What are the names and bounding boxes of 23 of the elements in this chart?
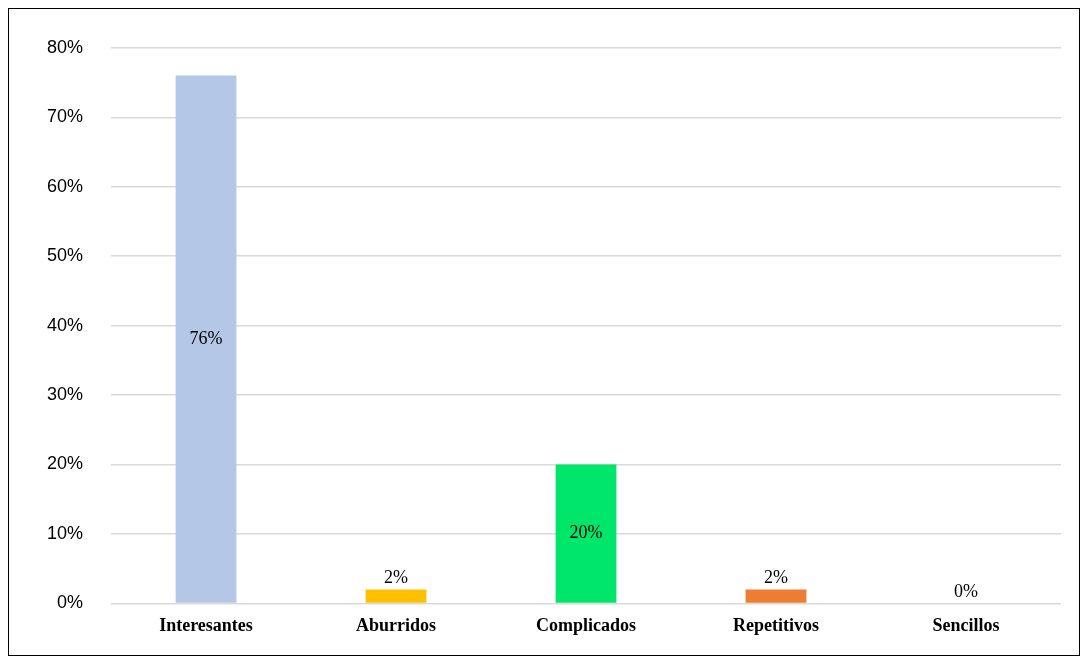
y-tick-label: 30%: [47, 384, 84, 405]
y-tick-label: 10%: [47, 522, 84, 543]
y-tick-label: 20%: [47, 453, 84, 474]
x-tick-label: Sencillos: [932, 614, 1000, 635]
x-tick-label: Complicados: [536, 614, 637, 635]
data-label: 0%: [954, 581, 978, 602]
bar: [555, 464, 617, 603]
y-tick-label: 60%: [47, 175, 84, 196]
data-label: 2%: [384, 567, 409, 588]
y-tick-label: 70%: [47, 106, 84, 127]
x-tick-label: Aburridos: [356, 614, 437, 635]
y-tick-label: 80%: [47, 36, 84, 57]
y-tick-label: 40%: [47, 314, 84, 335]
y-tick-label: 0%: [57, 592, 84, 613]
data-label: 2%: [764, 567, 789, 588]
x-tick-label: Repetitivos: [733, 614, 819, 635]
bar: [175, 75, 237, 603]
y-tick-label: 50%: [47, 245, 84, 266]
bar: [745, 589, 807, 603]
x-tick-label: Interesantes: [159, 614, 253, 635]
bar: [365, 589, 427, 603]
data-label: 20%: [569, 522, 603, 543]
data-label: 76%: [189, 327, 223, 348]
